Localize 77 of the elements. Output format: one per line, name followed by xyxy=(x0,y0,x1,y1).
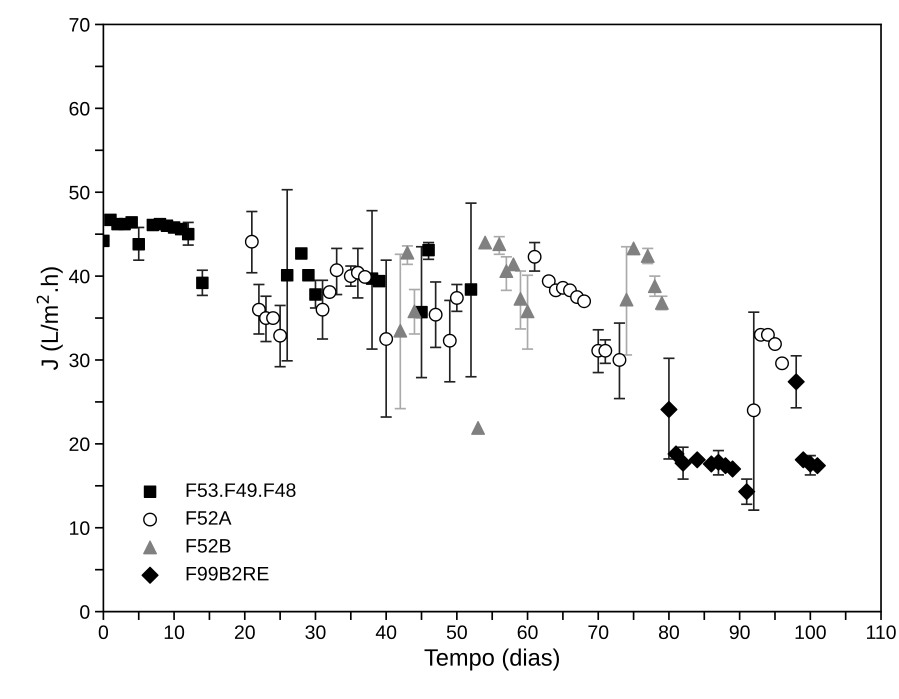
point xyxy=(450,290,464,305)
point xyxy=(322,285,337,299)
legend-label: F53.F49.F48 xyxy=(186,483,296,498)
point xyxy=(506,257,520,272)
point xyxy=(648,279,662,294)
point xyxy=(422,244,435,256)
point xyxy=(244,234,259,249)
point xyxy=(393,324,408,338)
point xyxy=(577,294,592,308)
point xyxy=(428,308,443,322)
y-tick-label: 0 xyxy=(80,605,90,619)
point xyxy=(295,247,308,260)
y-tick-label: 30 xyxy=(69,353,90,368)
point xyxy=(125,216,138,229)
point xyxy=(379,332,394,346)
point xyxy=(280,269,294,282)
point xyxy=(132,238,145,250)
point xyxy=(464,283,478,296)
x-tick-label: 80 xyxy=(658,625,679,640)
point xyxy=(442,334,457,348)
x-tick-label: 10 xyxy=(164,625,184,640)
point xyxy=(760,328,775,342)
point xyxy=(330,263,344,278)
point xyxy=(542,274,556,288)
point xyxy=(471,420,486,435)
point xyxy=(738,483,756,500)
x-tick-label: 0 xyxy=(98,625,108,640)
point xyxy=(598,344,612,358)
y-tick-label: 60 xyxy=(70,102,90,116)
point xyxy=(252,302,266,317)
x-tick-label: 30 xyxy=(305,625,326,640)
point xyxy=(400,246,414,260)
point xyxy=(674,454,692,472)
point xyxy=(316,302,330,317)
x-tick-label: 100 xyxy=(796,625,826,640)
point xyxy=(660,400,678,418)
point xyxy=(478,236,492,250)
point xyxy=(499,264,514,278)
point xyxy=(626,241,641,256)
point xyxy=(667,445,685,462)
point xyxy=(768,337,782,351)
point xyxy=(788,373,805,390)
point xyxy=(273,328,288,343)
legend-label: F52B xyxy=(186,538,230,553)
point xyxy=(620,292,634,307)
x-tick-label: 20 xyxy=(234,625,255,640)
point xyxy=(407,304,422,318)
x-tick-label: 50 xyxy=(446,625,467,640)
point xyxy=(372,274,386,288)
y-tick-label: 20 xyxy=(70,437,90,452)
y-tick-label: 50 xyxy=(69,186,90,200)
point xyxy=(492,237,506,252)
x-axis-title: Tempo (dias) xyxy=(424,648,559,671)
point xyxy=(528,250,542,264)
point xyxy=(196,276,209,290)
y-tick-label: 70 xyxy=(70,18,90,32)
point xyxy=(358,270,372,284)
legend-label: F99B2RE xyxy=(186,566,269,581)
x-tick-label: 70 xyxy=(588,625,608,640)
point xyxy=(520,304,534,318)
point xyxy=(309,288,322,301)
point xyxy=(612,353,626,367)
x-tick-label: 60 xyxy=(518,625,538,640)
y-tick-label: 40 xyxy=(69,270,90,284)
point xyxy=(688,451,706,468)
y-axis-title: J (L/m$^{2}$.h) xyxy=(36,267,63,370)
legend-label: F52A xyxy=(186,511,232,525)
y-tick-label: 10 xyxy=(70,521,90,535)
x-tick-label: 110 xyxy=(867,625,896,640)
point xyxy=(182,228,194,240)
point xyxy=(266,311,280,325)
x-tick-label: 90 xyxy=(730,625,750,640)
point xyxy=(514,292,528,306)
point xyxy=(302,269,315,282)
point xyxy=(775,356,789,370)
x-tick-label: 40 xyxy=(376,625,396,640)
point xyxy=(746,403,761,418)
